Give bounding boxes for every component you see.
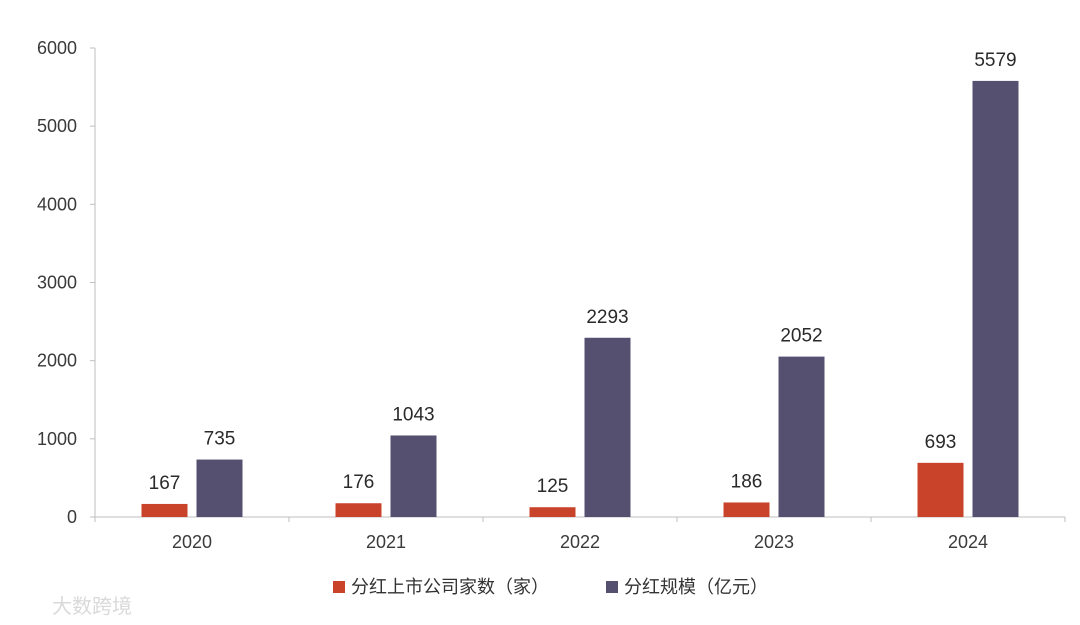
data-label: 693 — [925, 432, 957, 453]
y-tick-label: 3000 — [37, 273, 77, 293]
data-label: 176 — [343, 472, 375, 493]
data-label: 2052 — [780, 326, 822, 347]
x-tick-label: 2021 — [366, 532, 406, 552]
legend-label-1: 分红上市公司家数（家） — [351, 577, 549, 597]
bar-series-1-2024 — [917, 462, 964, 517]
data-label: 5579 — [974, 50, 1016, 71]
bar-series-1-2021 — [335, 503, 382, 517]
data-label: 735 — [204, 429, 236, 450]
watermark-text: 大数跨境 — [52, 594, 132, 618]
data-label: 167 — [149, 473, 181, 494]
x-tick-label: 2024 — [948, 532, 988, 552]
y-tick-label: 1000 — [37, 429, 77, 449]
data-label: 125 — [537, 476, 569, 497]
data-label: 1043 — [392, 404, 434, 425]
watermark: 大数跨境 — [52, 594, 132, 618]
bar-series-2-2021 — [390, 435, 437, 517]
bars: 167 735 176 1043 125 2293 186 2052 693 5579 — [141, 50, 1019, 517]
legend-label-2: 分红规模（亿元） — [624, 577, 768, 597]
y-tick-label: 0 — [67, 507, 77, 527]
x-tick-label: 2023 — [754, 532, 794, 552]
bar-series-1-2020 — [141, 503, 188, 517]
data-label: 186 — [731, 471, 763, 492]
y-tick-label: 5000 — [37, 116, 77, 136]
y-tick-label: 2000 — [37, 351, 77, 371]
y-axis: 0 1000 2000 3000 4000 5000 6000 — [37, 38, 96, 527]
x-axis: 2020 2021 2022 2023 2024 — [94, 516, 1066, 552]
bar-series-2-2022 — [584, 337, 631, 517]
y-tick-label: 4000 — [37, 194, 77, 214]
bar-series-2-2020 — [196, 459, 243, 517]
legend-swatch-2 — [606, 581, 618, 593]
bar-series-2-2023 — [778, 356, 825, 517]
x-tick-label: 2022 — [560, 532, 600, 552]
legend: 分红上市公司家数（家） 分红规模（亿元） — [333, 577, 768, 597]
y-tick-label: 6000 — [37, 38, 77, 58]
legend-swatch-1 — [333, 581, 345, 593]
bar-series-1-2023 — [723, 502, 770, 517]
bar-series-2-2024 — [972, 80, 1019, 517]
bar-series-1-2022 — [529, 507, 576, 517]
x-tick-label: 2020 — [172, 532, 212, 552]
data-label: 2293 — [586, 307, 628, 328]
